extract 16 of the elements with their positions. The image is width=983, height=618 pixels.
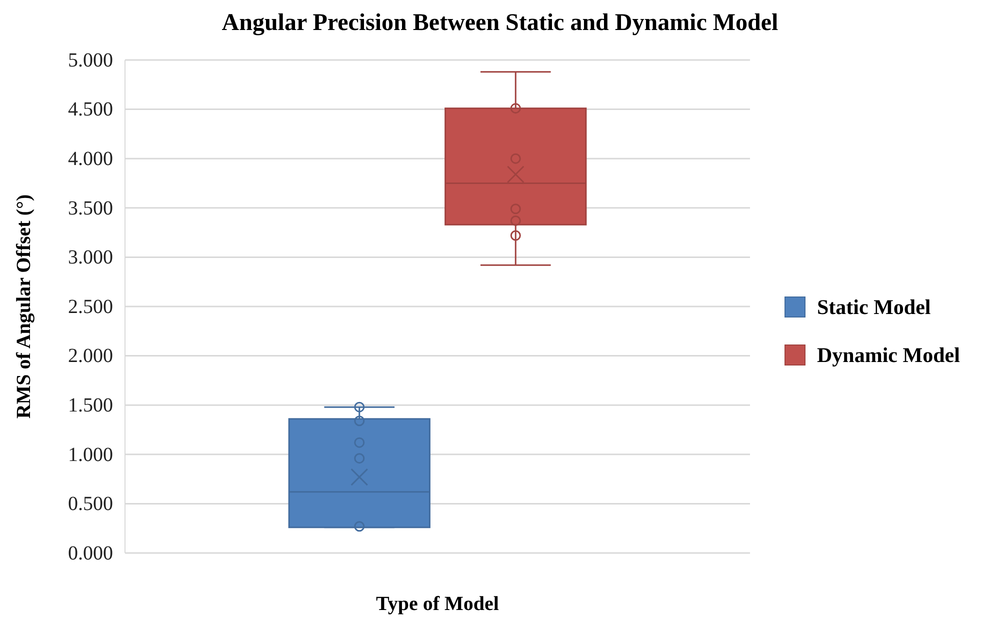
y-tick-label: 2.000 (68, 345, 113, 368)
y-tick-label: 2.500 (68, 296, 113, 318)
legend-label: Static Model (817, 295, 931, 319)
y-tick-label: 1.000 (68, 444, 113, 466)
y-tick-label: 4.000 (68, 148, 113, 170)
y-tick-label: 0.500 (68, 493, 113, 516)
chart-title: Angular Precision Between Static and Dynamic Model (222, 10, 779, 36)
y-tick-label: 3.500 (68, 197, 113, 220)
legend-label: Dynamic Model (817, 343, 960, 367)
y-tick-label: 4.500 (68, 98, 113, 121)
y-tick-label: 5.000 (68, 49, 113, 72)
y-tick-label: 0.000 (68, 542, 113, 564)
y-tick-label: 3.000 (68, 246, 113, 269)
y-tick-label: 1.500 (68, 394, 113, 416)
y-axis-title: RMS of Angular Offset (°) (13, 194, 35, 419)
x-axis-title: Type of Model (376, 593, 500, 615)
